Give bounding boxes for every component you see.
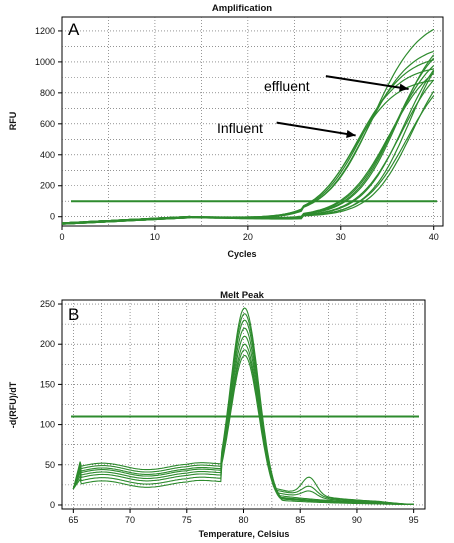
amplification-panel: Amplification 0 10 20 30 40 0 200 400 600 800 100… xyxy=(8,3,444,259)
y-tick-label: 800 xyxy=(40,88,55,98)
x-tick-label: 20 xyxy=(243,232,253,242)
melt-curve xyxy=(72,354,414,505)
chart-title: Amplification xyxy=(212,3,272,14)
x-ticks: 0 10 20 30 40 xyxy=(59,226,439,242)
x-tick-label: 75 xyxy=(182,515,192,525)
annotations: effluent Influent xyxy=(217,75,409,138)
x-tick-label: 30 xyxy=(336,232,346,242)
melt-curve xyxy=(72,349,414,505)
y-ticks: 0 200 400 600 800 1000 1200 xyxy=(35,26,62,222)
x-axis-label: Temperature, Celsius xyxy=(199,529,290,539)
plot-frame xyxy=(61,16,444,227)
y-tick-label: 600 xyxy=(40,119,55,129)
annotation-arrow xyxy=(325,75,409,90)
x-tick-label: 70 xyxy=(125,515,135,525)
y-tick-label: 100 xyxy=(40,420,55,430)
x-tick-label: 10 xyxy=(150,232,160,242)
x-tick-label: 90 xyxy=(352,515,362,525)
y-tick-label: 0 xyxy=(50,500,55,510)
amplification-curve xyxy=(61,90,435,225)
x-tick-label: 0 xyxy=(59,232,64,242)
grid xyxy=(62,17,443,226)
chart-title: Melt Peak xyxy=(220,290,265,301)
annotation-label: Influent xyxy=(217,120,263,136)
panel-label: A xyxy=(68,20,80,39)
melt-curve xyxy=(72,343,414,505)
y-tick-label: 250 xyxy=(40,299,55,309)
y-tick-label: 50 xyxy=(45,460,55,470)
x-tick-label: 65 xyxy=(68,515,78,525)
x-ticks: 65 70 75 80 85 90 95 xyxy=(68,509,419,525)
annotation-arrow xyxy=(276,121,356,137)
y-tick-label: 400 xyxy=(40,150,55,160)
y-tick-label: 150 xyxy=(40,379,55,389)
x-tick-label: 40 xyxy=(429,232,439,242)
y-tick-label: 200 xyxy=(40,181,55,191)
annotation-label: effluent xyxy=(264,78,310,94)
x-tick-label: 95 xyxy=(409,515,419,525)
x-tick-label: 85 xyxy=(295,515,305,525)
panel-label: B xyxy=(68,305,79,324)
grid xyxy=(62,300,425,509)
y-tick-label: 200 xyxy=(40,339,55,349)
y-tick-label: 1200 xyxy=(35,26,55,36)
y-tick-label: 0 xyxy=(50,212,55,222)
series-group xyxy=(61,28,435,225)
series-group xyxy=(72,307,414,505)
y-axis-label: -d(RFU)/dT xyxy=(8,381,18,428)
melt-peak-panel: Melt Peak 65 70 75 80 85 90 95 0 50 100 150 200 250… xyxy=(8,290,426,539)
y-ticks: 0 50 100 150 200 250 xyxy=(40,299,62,510)
x-tick-label: 80 xyxy=(238,515,248,525)
arrowhead xyxy=(346,130,356,138)
y-axis-label: RFU xyxy=(8,112,18,131)
arrowhead xyxy=(399,83,409,92)
x-axis-label: Cycles xyxy=(227,249,256,259)
y-tick-label: 1000 xyxy=(35,57,55,67)
melt-curve xyxy=(72,319,414,505)
